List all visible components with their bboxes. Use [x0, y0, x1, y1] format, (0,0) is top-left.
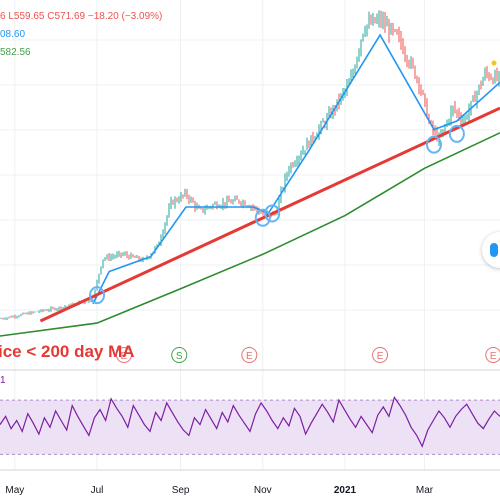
ma-short-line: [92, 33, 500, 305]
x-tick-label: May: [5, 485, 24, 496]
dot-marker: [491, 60, 497, 66]
rsi-panel: [0, 396, 500, 455]
legend-ma-long-value: 582.56: [0, 47, 31, 58]
legend-ma-long: 582.56: [0, 47, 31, 58]
event-marker-label: E: [490, 351, 497, 362]
legend-ma-short-value: 08.60: [0, 29, 26, 40]
rsi-band: [0, 400, 500, 455]
scroll-to-realtime-button[interactable]: [482, 232, 500, 268]
event-marker-label: E: [246, 351, 253, 362]
scroll-icon: [490, 243, 498, 257]
chart-grid: [0, 0, 500, 471]
ma-long-line: [0, 132, 500, 337]
touch-point-circle: [254, 208, 271, 227]
earnings-marker: [241, 347, 258, 363]
earnings-marker: [115, 347, 132, 363]
x-tick-label: Nov: [254, 485, 272, 496]
event-marker-label: S: [176, 351, 183, 362]
touch-point-circle: [264, 204, 281, 223]
legend-ma-short: 08.60: [0, 29, 25, 40]
annotation-text: ice < 200 day MA: [0, 342, 135, 361]
legend-ohlc-text: 6 L559.65 C571.69 −18.20 (−3.09%): [0, 11, 163, 22]
touch-point-circles: [89, 124, 465, 305]
touch-point-circle: [425, 135, 442, 154]
x-tick-label: 2021: [334, 485, 357, 496]
earnings-marker: [485, 347, 500, 363]
earnings-marker: [372, 347, 389, 363]
x-tick-label: Jul: [91, 485, 104, 496]
x-tick-label: Mar: [416, 485, 434, 496]
touch-point-circle: [89, 286, 106, 305]
split-marker: [171, 347, 188, 363]
event-marker-label: E: [121, 351, 128, 362]
rsi-line: [0, 396, 500, 448]
rsi-label: 1: [0, 375, 6, 386]
legend-ohlc: 6 L559.65 C571.69 −18.20 (−3.09%): [0, 11, 162, 22]
x-tick-label: Sep: [172, 485, 190, 496]
x-axis: May Jul Sep Nov 2021 Mar: [5, 485, 433, 496]
event-marker-label: E: [377, 351, 384, 362]
touch-point-circle: [448, 124, 465, 143]
